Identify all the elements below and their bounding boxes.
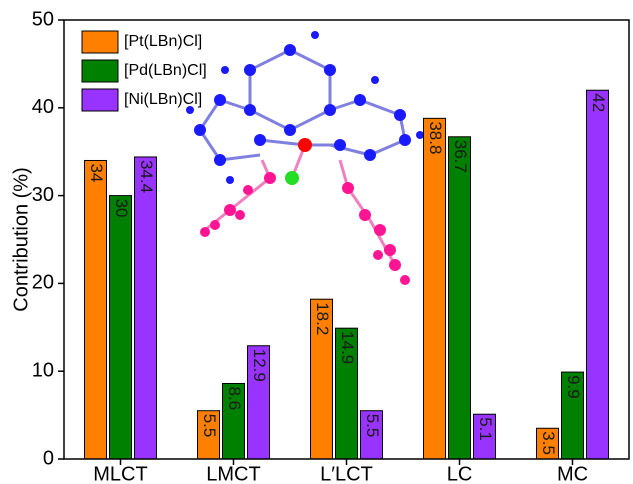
x-tick-label: MC bbox=[557, 463, 588, 484]
y-tick-label: 30 bbox=[32, 184, 54, 206]
y-tick-label: 40 bbox=[32, 96, 54, 118]
value-label: 5.1 bbox=[476, 417, 495, 441]
legend-label: [Pd(LBn)Cl] bbox=[124, 62, 207, 79]
value-label: 12.9 bbox=[250, 349, 269, 382]
value-label: 8.6 bbox=[225, 386, 244, 410]
x-tick-label: L′LCT bbox=[320, 463, 373, 484]
value-label: 9.9 bbox=[564, 375, 583, 399]
bar bbox=[110, 196, 132, 459]
legend-swatch bbox=[82, 89, 118, 111]
value-label: 18.2 bbox=[313, 302, 332, 335]
value-label: 42 bbox=[589, 93, 608, 112]
legend-swatch bbox=[82, 60, 118, 82]
value-label: 34 bbox=[87, 163, 106, 182]
value-label: 30 bbox=[112, 199, 131, 218]
value-label: 34.4 bbox=[137, 160, 156, 193]
value-label: 36.7 bbox=[451, 140, 470, 173]
bar bbox=[135, 157, 157, 459]
value-label: 5.5 bbox=[200, 414, 219, 438]
molecule-illustration bbox=[186, 31, 424, 285]
chart: 0 10 20 30 40 50 Contribution (%) MLCT 34 30 34.4 L… bbox=[0, 0, 633, 484]
bar bbox=[424, 118, 446, 459]
legend-swatch bbox=[82, 31, 118, 53]
x-tick-label: LC bbox=[447, 463, 473, 484]
value-label: 38.8 bbox=[426, 121, 445, 154]
y-tick-label: 10 bbox=[32, 359, 54, 381]
value-label: 3.5 bbox=[539, 431, 558, 455]
bar bbox=[587, 90, 609, 459]
x-tick-label: LMCT bbox=[206, 463, 260, 484]
bar bbox=[449, 137, 471, 459]
x-tick-label: MLCT bbox=[93, 463, 147, 484]
y-axis-label: Contribution (%) bbox=[10, 167, 32, 312]
value-label: 5.5 bbox=[363, 414, 382, 438]
value-label: 14.9 bbox=[338, 331, 357, 364]
y-tick-label: 20 bbox=[32, 272, 54, 294]
legend-label: [Ni(LBn)Cl] bbox=[124, 91, 202, 108]
y-tick-label: 0 bbox=[43, 447, 54, 469]
y-tick-label: 50 bbox=[32, 8, 54, 30]
bar bbox=[85, 160, 107, 459]
legend-label: [Pt(LBn)Cl] bbox=[124, 33, 202, 50]
